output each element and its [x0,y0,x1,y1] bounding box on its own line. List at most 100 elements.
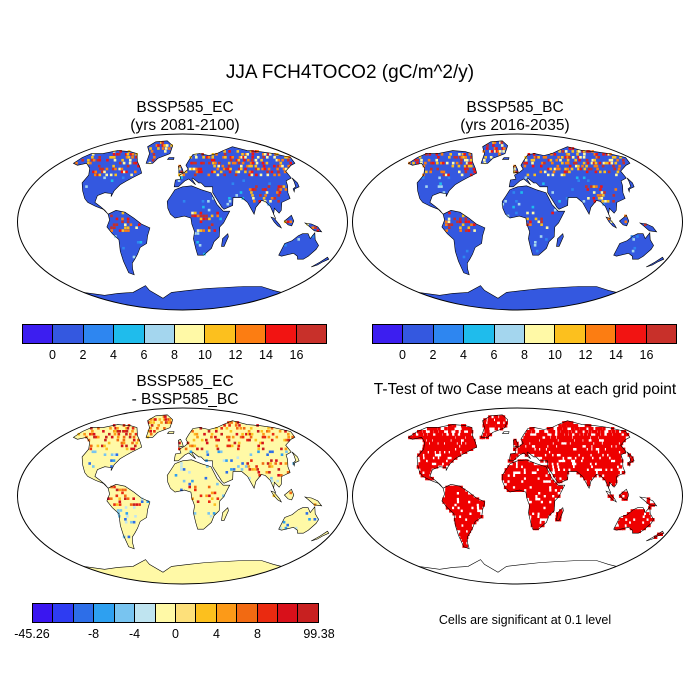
grid-cell [586,161,590,165]
grid-cell [465,164,469,168]
grid-cell [464,526,468,531]
grid-cell [109,156,112,159]
grid-cell [259,173,263,177]
grid-cell [418,462,422,466]
grid-cell [97,164,101,168]
grid-cell [566,161,570,165]
grid-cell [467,529,472,534]
grid-cell [575,441,579,446]
grid-cell [178,164,181,168]
grid-cell [459,491,463,495]
grid-cell [545,503,550,507]
grid-cell [634,526,639,531]
ocean [17,134,348,310]
grid-cell [636,509,640,513]
grid-cell [202,214,205,218]
grid-cell [551,482,555,487]
grid-cell [531,435,535,440]
grid-cell [545,491,550,495]
grid-cell [464,217,468,221]
grid-cell [92,432,96,436]
grid-cell [543,497,547,501]
grid-cell [568,147,572,150]
grid-cell [537,479,541,484]
grid-cell [551,491,555,495]
grid-cell [506,214,510,218]
grid-cell [161,147,165,150]
grid-cell [601,444,605,448]
grid-cell [273,197,277,200]
grid-cell [528,512,533,516]
grid-cell [452,424,457,428]
land-namerica [73,150,142,215]
grid-cell [539,474,543,478]
grid-cell [124,229,127,232]
grid-cell [228,197,231,200]
grid-cell [512,453,517,457]
grid-cell [562,447,567,451]
grid-cell [481,503,485,507]
grid-cell [538,432,542,437]
grid-cell [481,500,485,504]
colorbar-box [433,325,465,343]
grid-cell [276,191,279,194]
grid-cell [612,435,616,440]
grid-cell [567,465,571,469]
grid-cell [437,459,442,463]
grid-cell [463,515,468,519]
grid-cell [237,167,241,171]
grid-cell [188,471,191,474]
grid-cell [260,158,263,162]
grid-cell [426,462,430,466]
grid-cell [440,185,443,188]
grid-cell [607,476,612,481]
grid-cell [554,491,558,495]
grid-cell [174,474,178,477]
grid-cell [551,211,554,215]
grid-cell [425,444,429,448]
coastline-newguinea [303,496,323,507]
grid-cell [588,468,593,472]
grid-cell [567,447,571,451]
grid-cell [91,156,94,159]
grid-cell [457,435,462,440]
grid-cell [607,468,611,472]
grid-cell [595,185,598,188]
grid-cell [103,170,106,174]
grid-cell [523,482,527,487]
grid-cell [617,447,621,451]
grid-cell [606,447,610,451]
grid-cell [126,153,130,156]
grid-cell [558,462,562,466]
grid-cell [517,474,522,478]
grid-cell [447,491,452,495]
grid-cell [454,520,458,525]
grid-cell [597,156,600,159]
grid-cell [631,249,635,253]
grid-cell [251,188,255,191]
grid-cell [626,523,630,528]
grid-cell [459,488,463,492]
grid-cell [523,485,527,490]
grid-cell [586,476,590,481]
grid-cell [231,435,235,439]
grid-cell [287,435,290,439]
grid-cell [499,150,502,153]
grid-cell [507,471,511,475]
grid-cell [538,465,542,469]
grid-cell [608,161,612,165]
grid-cell [547,447,551,451]
grid-cell [198,244,202,247]
grid-cell [194,488,197,492]
coastline-australia [278,231,319,260]
grid-cell [545,435,549,440]
land-newguinea [305,497,322,506]
grid-cell [513,438,517,443]
grid-cell [575,468,580,472]
grid-cell [270,427,274,430]
grid-cell [438,176,441,180]
grid-cell [575,176,579,180]
grid-cell [193,444,197,448]
grid-cell [443,438,447,443]
grid-cell [531,503,536,507]
